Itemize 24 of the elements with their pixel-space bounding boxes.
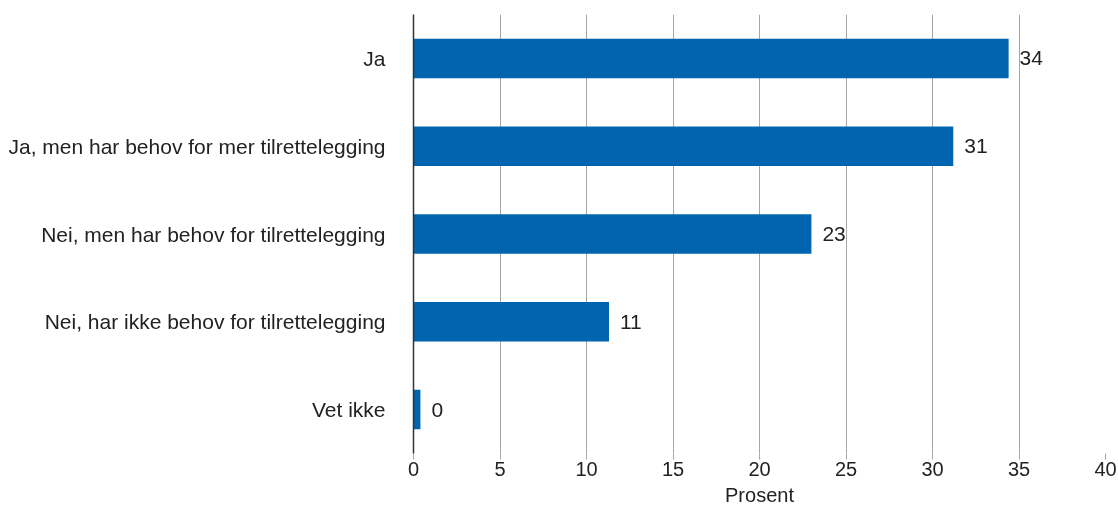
x-tick-label: 30	[921, 457, 944, 480]
data-label: 23	[822, 222, 846, 245]
y-tick-label: Ja	[363, 46, 386, 70]
bar	[413, 126, 954, 166]
data-label: 31	[964, 134, 988, 158]
y-tick-label: Vet ikke	[311, 398, 386, 422]
x-tick-label: 5	[494, 457, 506, 480]
y-tick-label: Nei, har ikke behov for tilrettelegging	[44, 310, 386, 334]
x-tick-label: 0	[407, 457, 420, 480]
y-tick-label: Ja, men har behov for mer tilrettelegging	[8, 134, 386, 158]
x-tick-label: 40	[1094, 457, 1117, 480]
y-tick-label: Nei, men har behov for tilrettelegging	[41, 222, 386, 246]
bar	[413, 302, 609, 342]
x-tick-label: 35	[1007, 457, 1031, 480]
data-label: 0	[431, 397, 444, 421]
data-label: 11	[619, 309, 642, 333]
data-label: 34	[1019, 46, 1044, 70]
bar	[413, 38, 1009, 79]
bar	[413, 214, 812, 254]
x-tick-label: 25	[834, 457, 858, 480]
x-tick-label: 15	[661, 457, 685, 480]
x-axis-title: Prosent	[725, 483, 795, 506]
x-tick-label: 10	[575, 457, 598, 480]
x-tick-label: 20	[748, 457, 771, 480]
